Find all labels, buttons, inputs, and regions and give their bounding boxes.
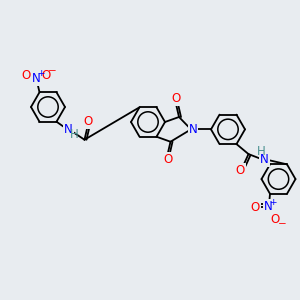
Text: N: N xyxy=(264,200,272,213)
Text: N: N xyxy=(64,123,73,136)
Text: H: H xyxy=(257,145,266,158)
Text: O: O xyxy=(250,201,260,214)
Text: +: + xyxy=(37,69,44,78)
Text: O: O xyxy=(270,213,280,226)
Text: O: O xyxy=(236,164,245,177)
Text: −: − xyxy=(48,66,57,76)
Text: N: N xyxy=(189,123,197,136)
Text: N: N xyxy=(32,72,41,85)
Text: −: − xyxy=(278,219,286,229)
Text: O: O xyxy=(171,92,181,106)
Text: N: N xyxy=(260,153,269,166)
Text: O: O xyxy=(163,153,172,166)
Text: +: + xyxy=(269,198,277,207)
Text: O: O xyxy=(84,115,93,128)
Text: O: O xyxy=(21,69,30,82)
Text: H: H xyxy=(70,128,79,141)
Text: O: O xyxy=(42,69,51,82)
